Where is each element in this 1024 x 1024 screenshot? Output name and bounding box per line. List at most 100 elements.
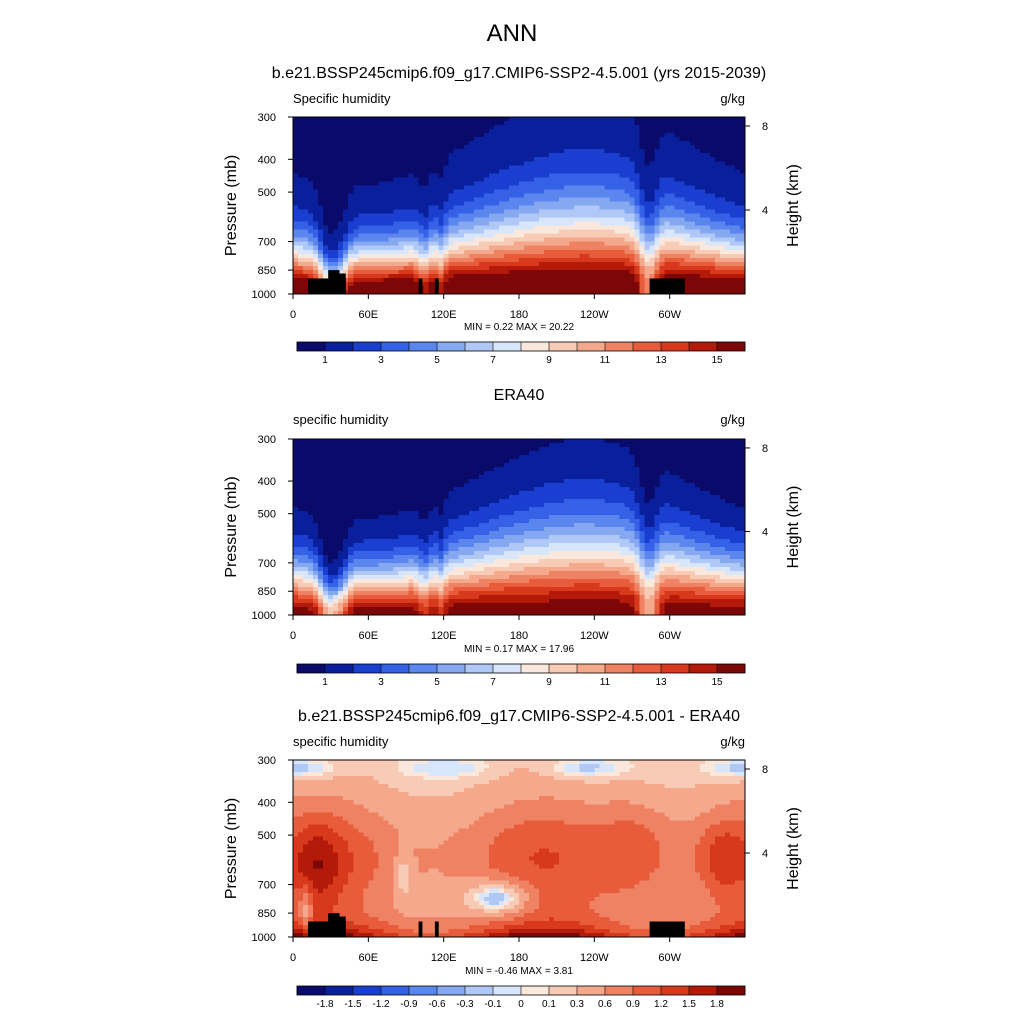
field-cell: [424, 218, 430, 223]
field-cell: [710, 218, 716, 223]
field-cell: [569, 439, 575, 444]
field-cell: [439, 443, 445, 448]
y-tick-label: 1000: [252, 289, 276, 301]
field-cell: [665, 125, 671, 130]
field-cell: [459, 463, 465, 468]
field-cell: [710, 274, 716, 279]
field-cell: [534, 467, 540, 472]
field-cell: [589, 278, 595, 283]
field-cell: [564, 226, 570, 231]
field-cell: [705, 181, 711, 186]
field-cell: [645, 133, 651, 138]
field-cell: [589, 121, 595, 126]
field-cell: [670, 206, 676, 211]
field-cell: [640, 121, 646, 126]
field-cell: [529, 463, 535, 468]
field-cell: [569, 206, 575, 211]
field-cell: [313, 463, 319, 468]
field-cell: [368, 214, 374, 219]
field-cell: [328, 161, 334, 166]
field-cell: [579, 455, 585, 460]
field-cell: [569, 282, 575, 287]
field-cell: [614, 250, 620, 255]
field-cell: [378, 133, 384, 138]
field-cell: [373, 145, 379, 150]
field-cell: [409, 230, 415, 235]
field-cell: [409, 254, 415, 259]
field-cell: [609, 197, 615, 202]
field-cell: [358, 201, 364, 206]
field-cell: [665, 270, 671, 275]
field-cell: [685, 129, 691, 134]
field-cell: [393, 242, 399, 247]
field-cell: [670, 475, 676, 480]
field-cell: [293, 238, 299, 243]
field-cell: [559, 165, 565, 170]
field-cell: [635, 467, 641, 472]
field-cell: [388, 181, 394, 186]
field-cell: [474, 238, 480, 243]
field-cell: [439, 286, 445, 291]
field-cell: [353, 250, 359, 255]
field-cell: [454, 137, 460, 142]
field-cell: [670, 218, 676, 223]
field-cell: [710, 222, 716, 227]
field-cell: [338, 226, 344, 231]
field-cell: [685, 286, 691, 291]
field-cell: [373, 181, 379, 186]
field-cell: [539, 242, 545, 247]
field-cell: [730, 206, 736, 211]
field-cell: [464, 238, 470, 243]
field-cell: [735, 149, 741, 154]
field-cell: [564, 447, 570, 452]
field-cell: [403, 475, 409, 480]
field-cell: [604, 226, 610, 231]
field-cell: [629, 197, 635, 202]
field-cell: [308, 193, 314, 198]
field-cell: [368, 141, 374, 146]
field-cell: [343, 471, 349, 476]
field-cell: [444, 222, 450, 227]
field-cell: [514, 121, 520, 126]
field-cell: [619, 234, 625, 239]
panel-1: b.e21.BSSP245cmip6.f09_g17.CMIP6-SSP2-4.…: [223, 65, 802, 366]
field-cell: [594, 145, 600, 150]
field-cell: [635, 274, 641, 279]
field-cell: [318, 169, 324, 174]
field-cell: [529, 185, 535, 190]
field-cell: [459, 475, 465, 480]
field-cell: [494, 455, 500, 460]
field-cell: [378, 206, 384, 211]
field-cell: [504, 246, 510, 251]
field-cell: [624, 439, 630, 444]
field-cell: [449, 133, 455, 138]
field-cell: [609, 117, 615, 122]
field-cell: [409, 270, 415, 275]
field-cell: [308, 173, 314, 178]
field-cell: [675, 141, 681, 146]
field-cell: [574, 189, 580, 194]
field-cell: [343, 157, 349, 162]
field-cell: [564, 177, 570, 182]
field-cell: [700, 439, 706, 444]
field-cell: [434, 117, 440, 122]
field-cell: [690, 133, 696, 138]
field-cell: [695, 286, 701, 291]
field-cell: [328, 443, 334, 448]
field-cell: [308, 270, 314, 275]
field-cell: [680, 193, 686, 198]
field-cell: [474, 467, 480, 472]
field-cell: [409, 234, 415, 239]
field-cell: [720, 218, 726, 223]
field-cell: [414, 173, 420, 178]
field-cell: [313, 129, 319, 134]
field-cell: [680, 222, 686, 227]
field-cell: [479, 125, 485, 130]
field-cell: [368, 258, 374, 263]
field-cell: [624, 177, 630, 182]
field-cell: [368, 218, 374, 223]
field-cell: [373, 250, 379, 255]
field-cell: [469, 266, 475, 271]
field-cell: [363, 266, 369, 271]
field-cell: [293, 286, 299, 291]
